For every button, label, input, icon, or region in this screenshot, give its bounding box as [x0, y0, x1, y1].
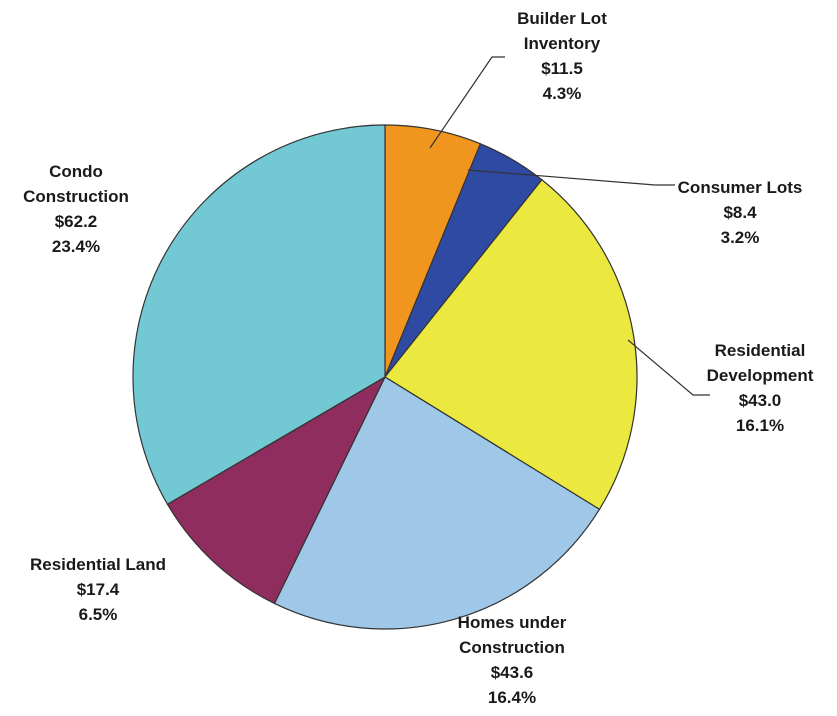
slice-name-label: Homes under — [458, 613, 567, 632]
slice-name-label: Construction — [459, 638, 565, 657]
slice-value-label: $17.4 — [77, 580, 120, 599]
slice-label: Consumer Lots $8.4 3.2% — [678, 178, 803, 247]
slice-label: Homes under Construction $43.6 16.4% — [458, 613, 567, 707]
slice-name-label: Condo — [49, 162, 103, 181]
slice-value-label: $62.2 — [55, 212, 98, 231]
slice-label: Residential Land $17.4 6.5% — [30, 555, 166, 624]
pie-slices — [132, 124, 638, 630]
slice-name-label: Residential — [715, 341, 806, 360]
slice-percent-label: 6.5% — [79, 605, 118, 624]
slice-percent-label: 23.4% — [52, 237, 100, 256]
slice-value-label: $8.4 — [723, 203, 757, 222]
slice-percent-label: 16.4% — [488, 688, 536, 707]
slice-value-label: $43.0 — [739, 391, 782, 410]
slice-name-label: Consumer Lots — [678, 178, 803, 197]
leader-line — [429, 56, 505, 149]
pie-slice — [273, 376, 601, 630]
pie-slice — [132, 124, 386, 506]
slice-percent-label: 3.2% — [721, 228, 760, 247]
slice-percent-label: 4.3% — [543, 84, 582, 103]
slice-label: Residential Development $43.0 16.1% — [707, 341, 814, 435]
slice-label: Condo Construction $62.2 23.4% — [23, 162, 129, 256]
leader-line — [467, 169, 675, 186]
slice-name-label: Development — [707, 366, 814, 385]
slice-name-label: Construction — [23, 187, 129, 206]
slice-value-label: $11.5 — [541, 59, 583, 78]
leader-lines — [429, 56, 710, 396]
slice-value-label: $43.6 — [491, 663, 534, 682]
leader-line — [627, 339, 710, 396]
slice-percent-label: 16.1% — [736, 416, 784, 435]
slice-label: Builder Lot Inventory $11.5 4.3% — [517, 9, 607, 103]
slice-name-label: Inventory — [524, 34, 601, 53]
pie-slice — [384, 178, 638, 511]
slice-name-label: Builder Lot — [517, 9, 607, 28]
slice-name-label: Residential Land — [30, 555, 166, 574]
pie-slice — [166, 375, 387, 605]
slice-labels: Builder Lot Inventory $11.5 4.3% Consumer Lo… — [23, 9, 814, 707]
